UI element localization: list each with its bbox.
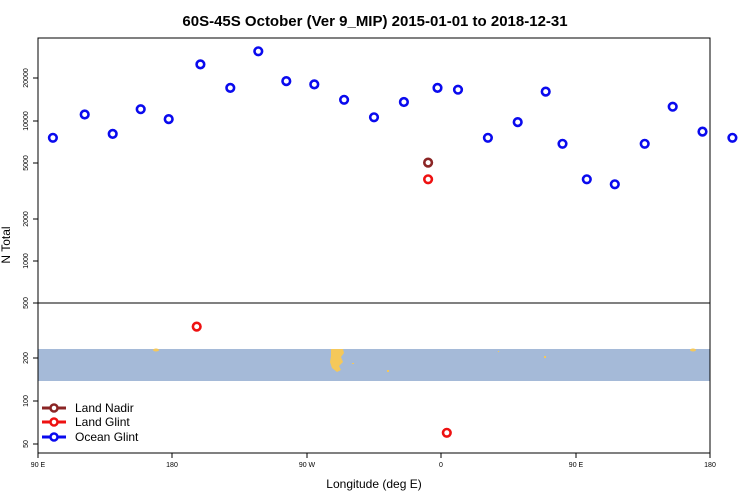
point-ocean-glint — [368, 112, 380, 123]
legend-label-ocean-glint: Ocean Glint — [75, 430, 139, 444]
legend-marker-land-nadir — [49, 403, 59, 413]
landmass-speck-6 — [498, 351, 499, 352]
point-ocean-glint — [432, 82, 443, 93]
x-tick-label: 0 — [439, 462, 443, 469]
y-tick-label: 50 — [23, 440, 30, 448]
y-tick-label: 200 — [23, 352, 30, 364]
y-axis-upper: 500 1000 2000 5000 10000 20000 — [23, 68, 38, 309]
x-tick-label: 90 E — [569, 462, 584, 469]
landmass-speck-5 — [544, 356, 546, 358]
y-tick-label: 20000 — [23, 68, 30, 88]
point-ocean-glint — [79, 109, 90, 120]
legend-label-land-glint: Land Glint — [75, 415, 130, 429]
point-ocean-glint — [107, 128, 118, 139]
legend-label-land-nadir: Land Nadir — [75, 401, 134, 415]
y-axis-label: N Total — [0, 226, 13, 263]
point-ocean-glint — [581, 174, 592, 185]
y-tick-label: 2000 — [23, 211, 30, 227]
y-tick-label: 10000 — [23, 111, 30, 131]
point-ocean-glint — [225, 82, 236, 93]
point-ocean-glint — [47, 132, 59, 143]
point-ocean-glint — [727, 132, 738, 143]
plot-frame — [37, 37, 711, 454]
x-tick-label: 90 E — [31, 462, 46, 469]
chart-title: 60S-45S October (Ver 9_MIP) 2015-01-01 t… — [182, 13, 567, 30]
x-tick-label: 180 — [166, 462, 178, 469]
x-axis-label: Longitude (deg E) — [326, 477, 421, 491]
point-ocean-glint — [253, 46, 264, 57]
point-ocean-glint — [639, 138, 650, 149]
point-land-nadir — [423, 157, 434, 168]
y-axis-lower: 50 100 200 — [23, 352, 38, 448]
point-ocean-glint — [309, 79, 320, 90]
point-ocean-glint — [697, 126, 708, 137]
point-ocean-glint — [452, 84, 464, 95]
data-points — [47, 46, 738, 438]
point-ocean-glint — [482, 132, 494, 143]
x-tick-label: 180 — [704, 462, 716, 469]
y-tick-label: 1000 — [23, 253, 30, 269]
point-ocean-glint — [609, 179, 620, 190]
point-ocean-glint — [398, 96, 410, 108]
ocean-band — [38, 349, 710, 381]
point-land-glint — [423, 174, 434, 185]
legend-marker-ocean-glint — [49, 432, 59, 442]
y-tick-label: 500 — [23, 297, 30, 309]
point-ocean-glint — [135, 104, 146, 115]
landmass-speck-4 — [387, 370, 389, 372]
landmass-speck-2 — [690, 348, 696, 352]
point-land-glint — [191, 321, 202, 332]
point-ocean-glint — [540, 86, 551, 97]
point-ocean-glint — [557, 138, 568, 149]
landmass-speck-3 — [352, 363, 354, 364]
point-ocean-glint — [281, 75, 292, 87]
x-axis: 90 E 180 90 W 0 90 E 180 — [31, 453, 716, 469]
legend: Land Nadir Land Glint Ocean Glint — [42, 401, 139, 444]
point-ocean-glint — [195, 59, 206, 70]
y-tick-label: 100 — [23, 395, 30, 407]
south-america-landmass — [330, 349, 344, 372]
point-ocean-glint — [512, 116, 523, 128]
point-land-glint — [441, 427, 452, 438]
y-tick-label: 5000 — [23, 155, 30, 171]
point-ocean-glint — [163, 113, 174, 125]
legend-marker-land-glint — [49, 417, 59, 427]
x-tick-label: 90 W — [299, 462, 316, 469]
point-ocean-glint — [339, 94, 350, 105]
point-ocean-glint — [667, 101, 678, 112]
landmass-speck-1 — [153, 348, 159, 352]
map-strip — [38, 348, 710, 381]
